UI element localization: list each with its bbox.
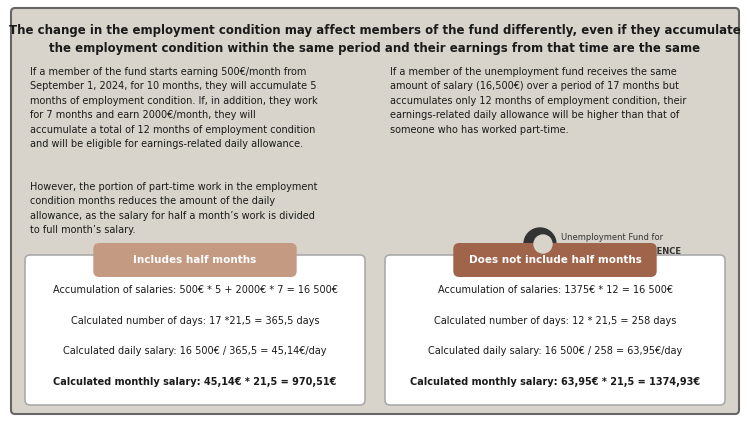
Text: Includes half months: Includes half months <box>134 255 256 265</box>
FancyBboxPatch shape <box>93 243 297 277</box>
Text: If a member of the unemployment fund receives the same
amount of salary (16,500€: If a member of the unemployment fund rec… <box>390 67 686 135</box>
Text: Calculated monthly salary: 45,14€ * 21,5 = 970,51€: Calculated monthly salary: 45,14€ * 21,5… <box>53 377 337 387</box>
Text: Accumulation of salaries: 1375€ * 12 = 16 500€: Accumulation of salaries: 1375€ * 12 = 1… <box>437 285 673 295</box>
Circle shape <box>534 235 552 253</box>
FancyBboxPatch shape <box>11 8 739 414</box>
Text: Calculated daily salary: 16 500€ / 365,5 = 45,14€/day: Calculated daily salary: 16 500€ / 365,5… <box>63 346 327 356</box>
Text: Unemployment Fund for: Unemployment Fund for <box>561 233 663 241</box>
Text: However, the portion of part-time work in the employment
condition months reduce: However, the portion of part-time work i… <box>30 182 317 235</box>
Text: Calculated daily salary: 16 500€ / 258 = 63,95€/day: Calculated daily salary: 16 500€ / 258 =… <box>427 346 682 356</box>
Text: Accumulation of salaries: 500€ * 5 + 2000€ * 7 = 16 500€: Accumulation of salaries: 500€ * 5 + 200… <box>53 285 338 295</box>
Circle shape <box>524 228 556 260</box>
Text: Calculated number of days: 12 * 21,5 = 258 days: Calculated number of days: 12 * 21,5 = 2… <box>433 316 676 326</box>
Text: Calculated monthly salary: 63,95€ * 21,5 = 1374,93€: Calculated monthly salary: 63,95€ * 21,5… <box>410 377 700 387</box>
Text: If a member of the fund starts earning 500€/month from
September 1, 2024, for 10: If a member of the fund starts earning 5… <box>30 67 318 149</box>
FancyBboxPatch shape <box>453 243 657 277</box>
FancyBboxPatch shape <box>385 255 725 405</box>
Text: Calculated number of days: 17 *21,5 = 365,5 days: Calculated number of days: 17 *21,5 = 36… <box>70 316 320 326</box>
Text: EDUCATION AND SCIENCE: EDUCATION AND SCIENCE <box>561 246 681 255</box>
FancyBboxPatch shape <box>25 255 365 405</box>
Text: The change in the employment condition may affect members of the fund differentl: The change in the employment condition m… <box>9 24 741 55</box>
Text: Does not include half months: Does not include half months <box>469 255 641 265</box>
